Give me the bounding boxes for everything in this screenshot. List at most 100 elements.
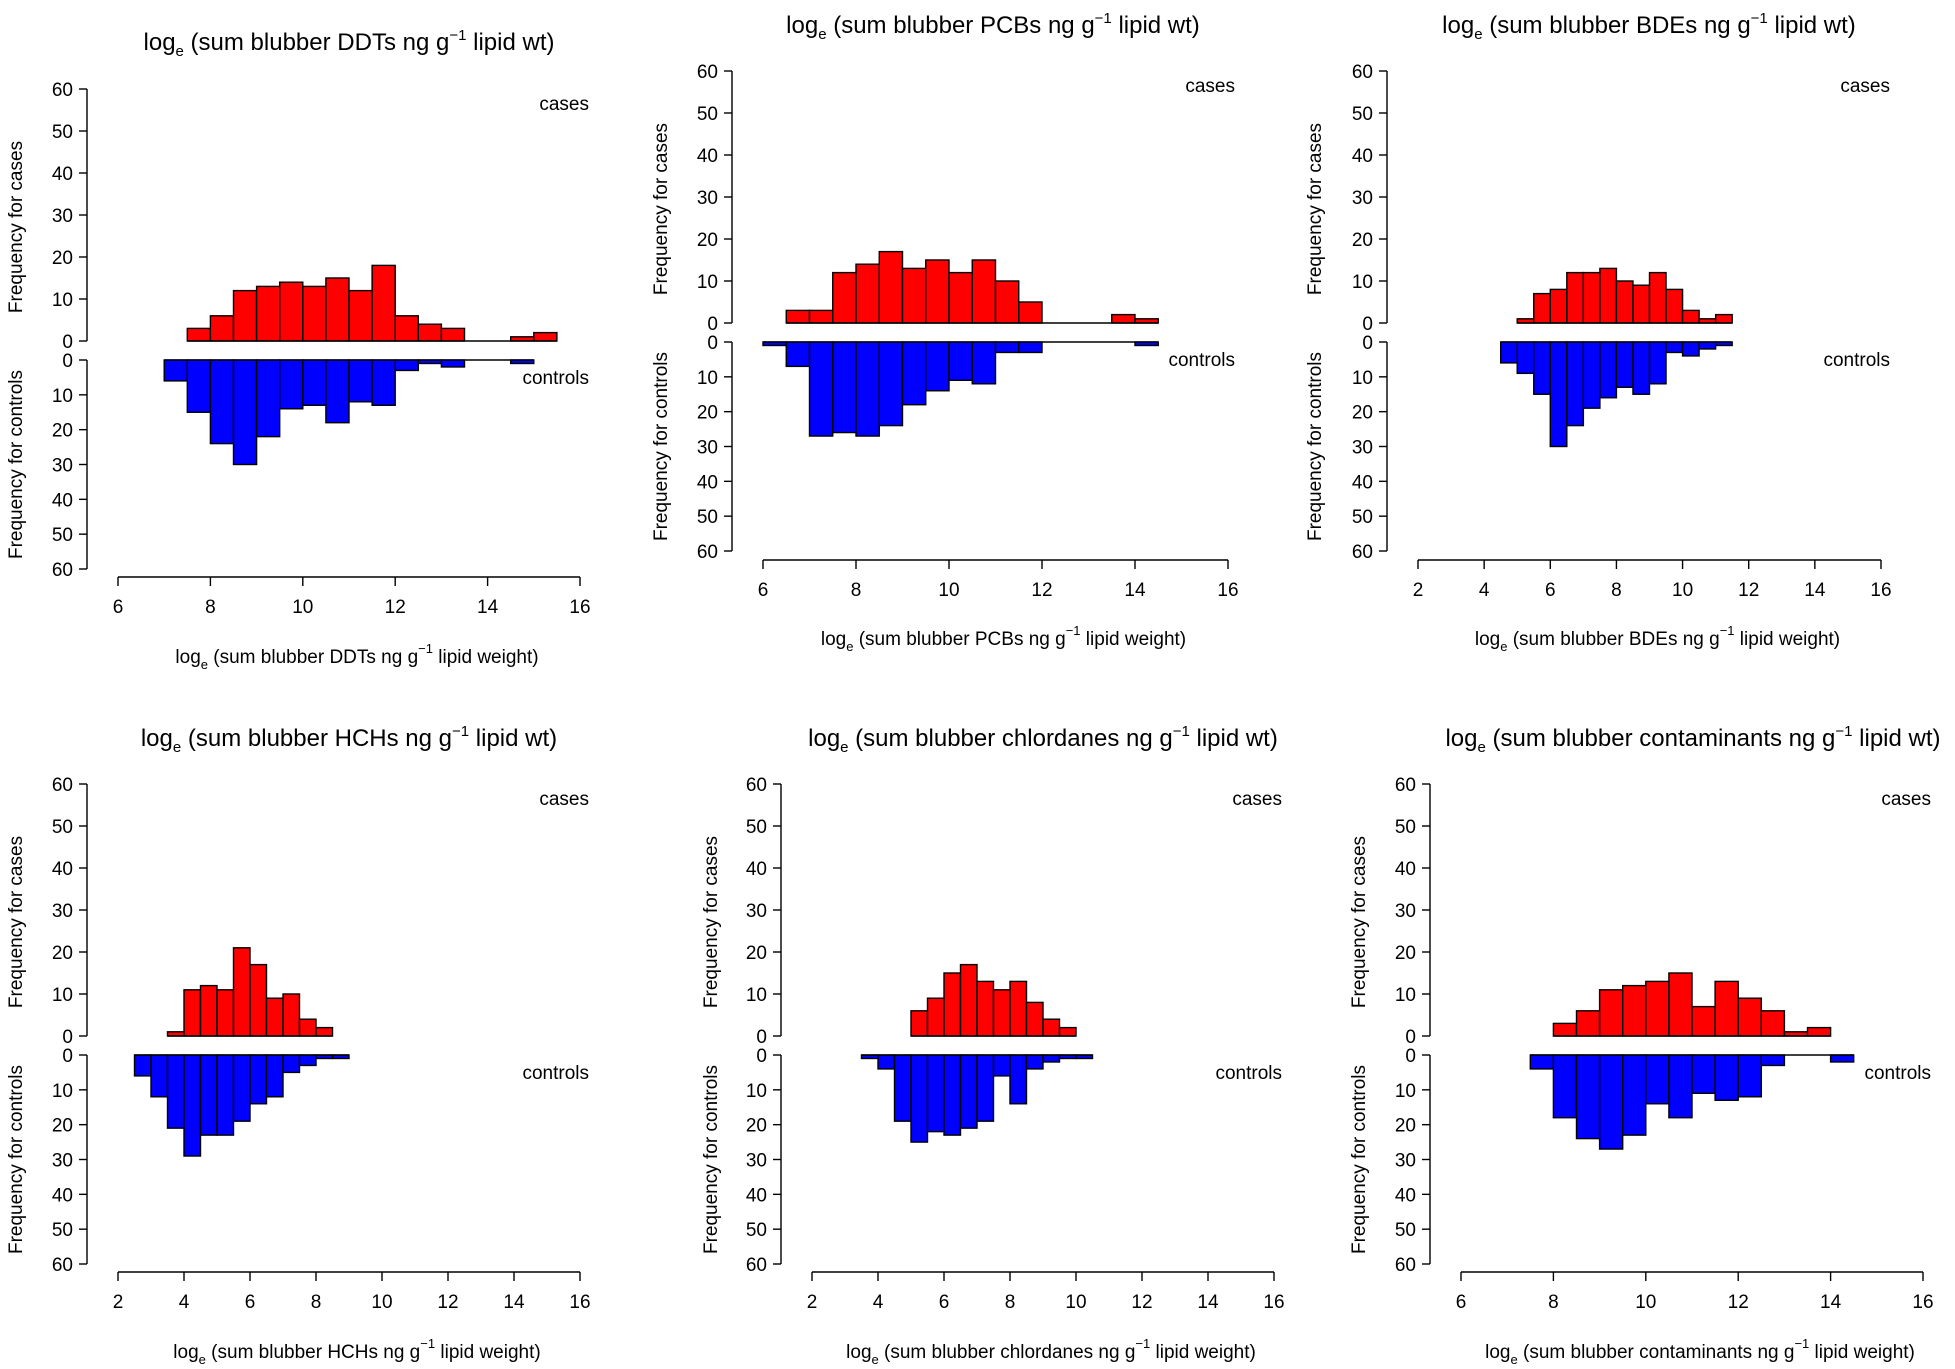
- x-tick-label: 12: [1738, 580, 1759, 601]
- y-label-cases: Frequency for cases: [6, 836, 27, 1008]
- control-bar: [994, 341, 1020, 354]
- y-label-cases: Frequency for cases: [6, 141, 27, 313]
- y-tick-label-cases: 50: [746, 817, 767, 838]
- y-tick-label-controls: 30: [52, 1151, 73, 1172]
- y-tick-label-cases: 30: [52, 901, 73, 922]
- y-tick-label-controls: 0: [1362, 333, 1373, 354]
- control-bar: [199, 1054, 218, 1136]
- y-label-cases: Frequency for cases: [651, 123, 672, 295]
- x-tick-label: 8: [851, 580, 862, 601]
- case-bar: [1806, 1026, 1832, 1037]
- case-bar: [348, 289, 373, 342]
- case-bar: [832, 271, 857, 324]
- series-label-cases: cases: [1840, 76, 1890, 97]
- case-bar: [855, 263, 880, 324]
- case-bar: [216, 989, 235, 1037]
- control-bar: [348, 359, 373, 403]
- chart-title: loge (sum blubber chlordanes ng g−1 lipi…: [808, 723, 1278, 756]
- control-bar: [1042, 1054, 1061, 1063]
- case-bar: [209, 315, 235, 342]
- y-tick-label-cases: 30: [52, 206, 73, 227]
- y-tick-label-cases: 60: [1352, 62, 1373, 83]
- y-tick-label-controls: 10: [1395, 1081, 1416, 1102]
- x-tick-label: 8: [1005, 1292, 1016, 1313]
- case-bar: [1025, 1001, 1044, 1037]
- control-bar: [1018, 341, 1043, 354]
- control-bar: [971, 341, 997, 385]
- x-tick-label: 6: [245, 1292, 256, 1313]
- case-bar: [1533, 292, 1551, 324]
- case-bar: [1575, 1010, 1601, 1037]
- x-tick-label: 14: [477, 597, 499, 618]
- case-bar: [971, 259, 997, 324]
- y-tick-label-cases: 0: [756, 1027, 767, 1048]
- case-bar: [232, 947, 251, 1037]
- chart-title: loge (sum blubber PCBs ng g−1 lipid wt): [786, 10, 1200, 43]
- control-bar: [1599, 341, 1618, 399]
- y-tick-label-cases: 60: [746, 775, 767, 796]
- y-tick-label-controls: 50: [1352, 507, 1373, 528]
- y-tick-label-cases: 10: [52, 290, 73, 311]
- x-tick-label: 16: [1263, 1292, 1284, 1313]
- y-tick-label-controls: 50: [746, 1220, 767, 1241]
- x-tick-label: 8: [311, 1292, 322, 1313]
- control-bar: [394, 359, 420, 372]
- x-axis-label: loge (sum blubber HCHs ng g−1 lipid weig…: [173, 1336, 540, 1367]
- x-tick-label: 14: [503, 1292, 525, 1313]
- series-label-controls: controls: [1168, 350, 1235, 371]
- x-tick-label: 10: [1672, 580, 1693, 601]
- case-bar: [533, 331, 558, 342]
- y-tick-label-cases: 10: [1352, 272, 1373, 293]
- case-bar: [878, 250, 904, 324]
- y-tick-label-controls: 50: [52, 525, 73, 546]
- y-tick-label-controls: 60: [697, 542, 718, 563]
- y-tick-label-cases: 20: [697, 230, 718, 251]
- control-bar: [1549, 341, 1568, 448]
- case-bar: [371, 264, 396, 342]
- control-bar: [1575, 1054, 1601, 1140]
- series-label-cases: cases: [539, 94, 589, 115]
- x-tick-label: 10: [292, 597, 313, 618]
- x-tick-label: 2: [807, 1292, 818, 1313]
- series-label-controls: controls: [522, 1063, 589, 1084]
- x-tick-label: 10: [371, 1292, 392, 1313]
- x-tick-label: 8: [1548, 1292, 1559, 1313]
- x-tick-label: 16: [1217, 580, 1238, 601]
- y-tick-label-controls: 60: [746, 1255, 767, 1276]
- y-tick-label-controls: 60: [1352, 542, 1373, 563]
- control-bar: [785, 341, 811, 368]
- control-bar: [163, 359, 188, 382]
- y-tick-label-controls: 30: [1395, 1151, 1416, 1172]
- case-bar: [1058, 1026, 1077, 1037]
- control-bar: [1645, 1054, 1670, 1105]
- series-label-cases: cases: [1881, 789, 1931, 810]
- series-label-cases: cases: [1185, 76, 1235, 97]
- y-tick-label-cases: 50: [1395, 817, 1416, 838]
- control-bar: [371, 359, 396, 406]
- y-tick-label-cases: 0: [62, 1027, 73, 1048]
- y-tick-label-controls: 30: [52, 456, 73, 477]
- x-tick-label: 10: [938, 580, 959, 601]
- y-tick-label-cases: 30: [746, 901, 767, 922]
- y-tick-label-controls: 60: [1395, 1255, 1416, 1276]
- x-tick-label: 2: [113, 1292, 124, 1313]
- x-tick-label: 14: [1197, 1292, 1219, 1313]
- case-bar: [1042, 1018, 1061, 1037]
- y-tick-label-controls: 0: [707, 333, 718, 354]
- case-bar: [925, 259, 950, 324]
- x-tick-label: 6: [1456, 1292, 1467, 1313]
- x-tick-label: 14: [1124, 580, 1146, 601]
- case-bar: [1665, 288, 1684, 324]
- y-tick-label-controls: 40: [746, 1185, 767, 1206]
- y-tick-label-cases: 20: [746, 943, 767, 964]
- case-bar: [440, 327, 466, 342]
- x-tick-label: 8: [1611, 580, 1622, 601]
- case-bar: [325, 277, 350, 342]
- case-bar: [1645, 980, 1670, 1037]
- y-label-controls: Frequency for controls: [701, 1065, 722, 1254]
- x-tick-label: 4: [873, 1292, 884, 1313]
- control-bar: [976, 1054, 995, 1122]
- control-bar: [992, 1054, 1011, 1077]
- case-bar: [948, 271, 973, 324]
- y-tick-label-cases: 20: [1395, 943, 1416, 964]
